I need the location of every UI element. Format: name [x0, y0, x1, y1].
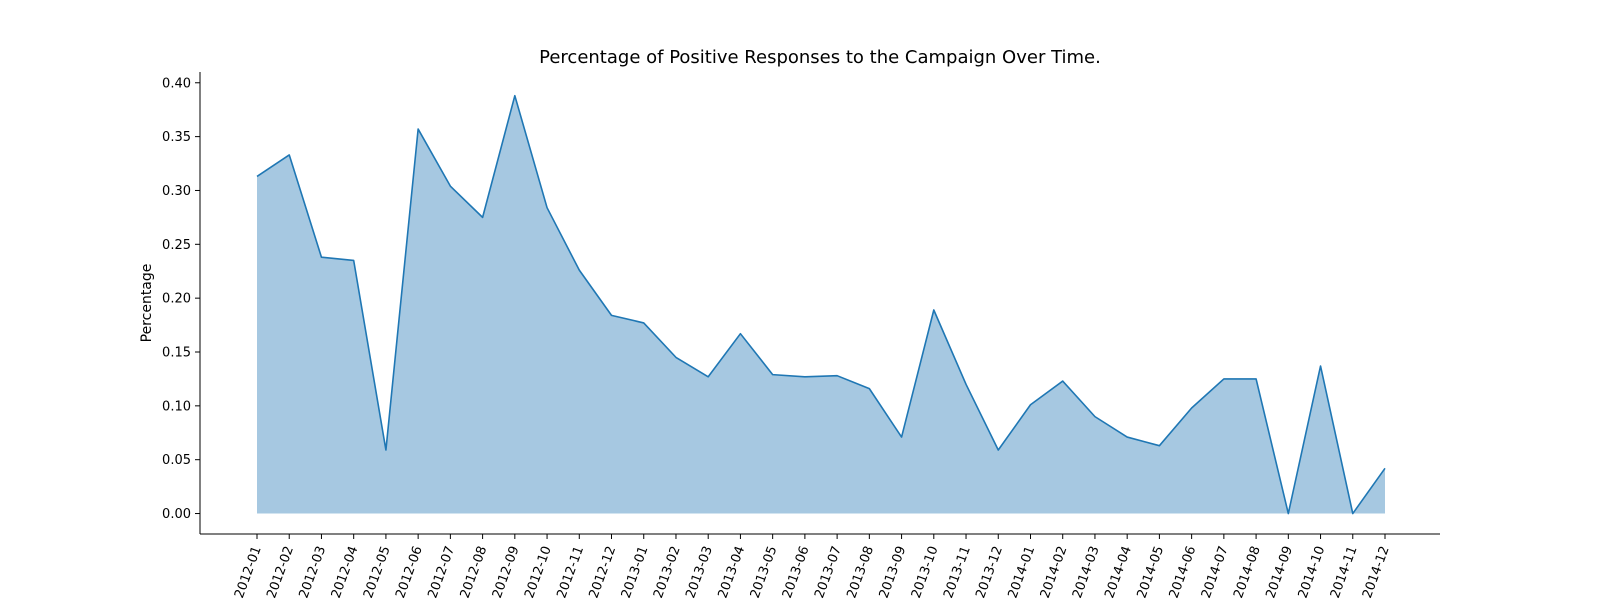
y-tick-label: 0.10 — [162, 399, 191, 414]
x-tick-label: 2013-02 — [651, 544, 684, 600]
area-fill — [257, 96, 1385, 514]
x-tick-label: 2012-04 — [329, 544, 362, 600]
x-tick-label: 2012-02 — [264, 544, 297, 600]
y-axis-label: Percentage — [139, 264, 155, 343]
x-tick-label: 2013-11 — [941, 544, 974, 600]
x-tick-label: 2013-08 — [844, 544, 877, 600]
x-tick-label: 2014-01 — [1006, 544, 1039, 600]
x-tick-label: 2014-08 — [1231, 544, 1264, 600]
x-tick-label: 2014-04 — [1102, 544, 1135, 600]
x-tick-label: 2012-07 — [425, 544, 458, 600]
x-tick-label: 2014-12 — [1360, 544, 1393, 600]
x-tick-label: 2012-06 — [393, 544, 426, 600]
x-tick-label: 2014-06 — [1167, 544, 1200, 600]
x-tick-label: 2014-09 — [1263, 544, 1296, 600]
x-tick-label: 2012-12 — [587, 544, 620, 600]
x-tick-label: 2013-12 — [973, 544, 1006, 600]
x-tick-label: 2012-01 — [232, 544, 265, 600]
x-tick-label: 2012-08 — [458, 544, 491, 600]
y-tick-label: 0.40 — [162, 76, 191, 91]
x-tick-label: 2013-01 — [619, 544, 652, 600]
x-tick-label: 2012-11 — [554, 544, 587, 600]
x-tick-label: 2014-05 — [1134, 544, 1167, 600]
y-tick-label: 0.30 — [162, 184, 191, 199]
x-tick-label: 2014-11 — [1328, 544, 1361, 600]
x-tick-label: 2013-10 — [909, 544, 942, 600]
x-tick-label: 2012-03 — [297, 544, 330, 600]
y-axis-ticks: 0.00 0.05 0.10 0.15 0.20 0.25 0.30 0.35 0.40 — [162, 76, 200, 522]
y-tick-label: 0.00 — [162, 507, 191, 522]
y-tick-label: 0.25 — [162, 238, 191, 253]
y-tick-label: 0.15 — [162, 346, 191, 361]
y-tick-label: 0.05 — [162, 453, 191, 468]
chart-title: Percentage of Positive Responses to the … — [539, 47, 1101, 68]
x-tick-label: 2012-09 — [490, 544, 523, 600]
x-tick-label: 2013-09 — [877, 544, 910, 600]
x-tick-label: 2013-04 — [716, 544, 749, 600]
y-tick-label: 0.20 — [162, 292, 191, 307]
x-tick-label: 2014-10 — [1296, 544, 1329, 600]
x-tick-label: 2012-10 — [522, 544, 555, 600]
y-tick-label: 0.35 — [162, 130, 191, 145]
x-tick-label: 2013-06 — [780, 544, 813, 600]
x-tick-label: 2013-05 — [748, 544, 781, 600]
x-tick-label: 2014-07 — [1199, 544, 1232, 600]
x-tick-label: 2012-05 — [361, 544, 394, 600]
x-tick-label: 2014-02 — [1038, 544, 1071, 600]
x-tick-label: 2013-07 — [812, 544, 845, 600]
x-tick-label: 2014-03 — [1070, 544, 1103, 600]
x-tick-label: 2013-03 — [683, 544, 716, 600]
area-layer — [257, 96, 1385, 514]
